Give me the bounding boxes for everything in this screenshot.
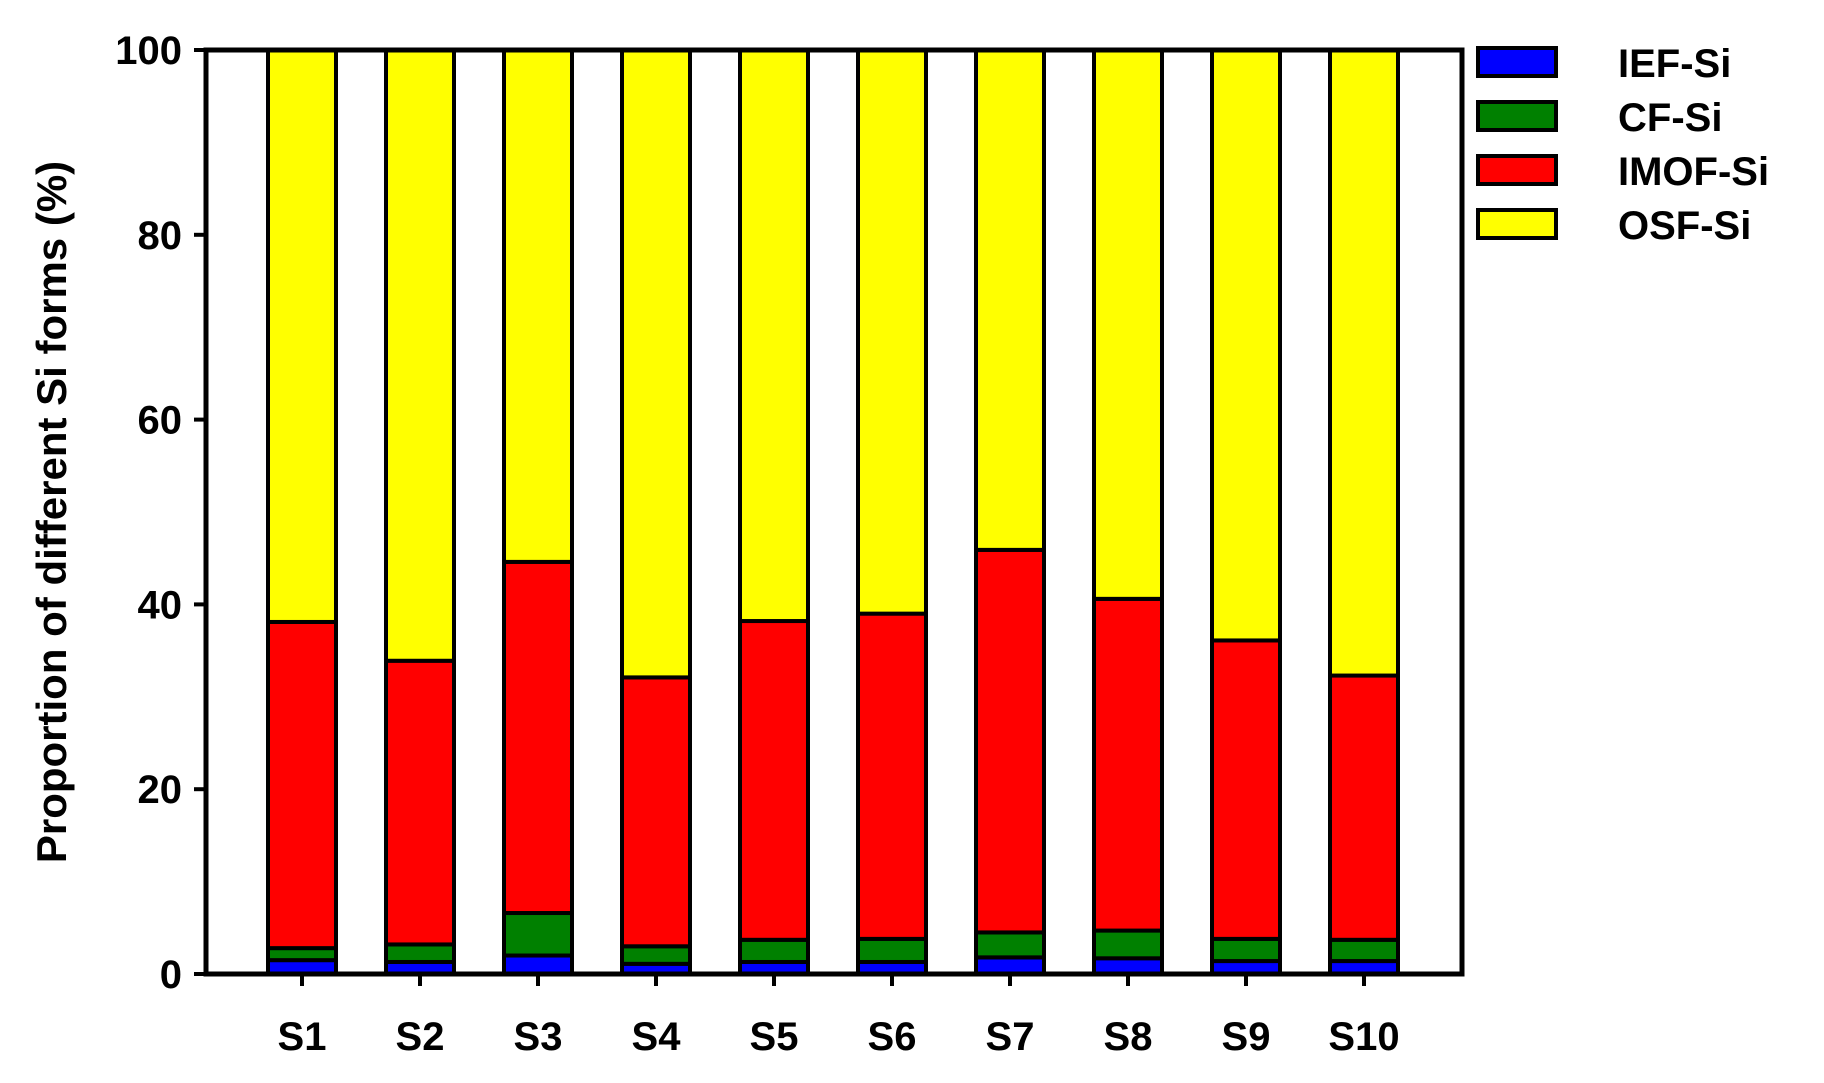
bar-segment-osf-si-s2 <box>384 48 456 663</box>
bar-segment-cf-si-s8 <box>1092 928 1164 961</box>
bar-segment-ief-si-s3 <box>502 953 574 977</box>
bar-segment-cf-si-s6 <box>856 936 928 964</box>
bar-segment-osf-si-s7 <box>974 48 1046 552</box>
legend-swatch-osf-si <box>1476 208 1558 240</box>
y-tick-label: 80 <box>138 214 183 258</box>
bar-segment-osf-si-s5 <box>738 48 810 624</box>
legend-swatch-imof-si <box>1476 154 1558 186</box>
bar-segment-imof-si-s8 <box>1092 596 1164 933</box>
y-tick-label: 0 <box>160 953 182 997</box>
plot-frame <box>203 47 1465 977</box>
y-axis: 0 20 40 60 80 100 <box>115 29 206 997</box>
legend-label-cf-si: CF-Si <box>1618 96 1722 140</box>
bar-segment-osf-si-s1 <box>266 48 338 624</box>
bar-segment-cf-si-s3 <box>502 911 574 958</box>
x-tick-label: S4 <box>632 1015 682 1059</box>
x-tick-label: S2 <box>396 1015 445 1059</box>
bar-segment-cf-si-s5 <box>738 937 810 964</box>
y-axis-title: Proportion of different Si forms (%) <box>28 161 75 863</box>
legend-swatch-ief-si <box>1476 46 1558 78</box>
bar-segment-imof-si-s7 <box>974 547 1046 935</box>
bar-segment-imof-si-s6 <box>856 611 928 941</box>
bar-segment-osf-si-s9 <box>1210 48 1282 643</box>
bar-segment-cf-si-s4 <box>620 944 692 966</box>
bar-segment-cf-si-s7 <box>974 930 1046 960</box>
x-tick-label: S1 <box>278 1015 327 1059</box>
x-tick-label: S6 <box>868 1015 917 1059</box>
x-tick-label: S9 <box>1222 1015 1271 1059</box>
bar-segment-imof-si-s3 <box>502 559 574 916</box>
legend: IEF-Si CF-Si IMOF-Si OSF-Si <box>1476 42 1769 248</box>
bar-segment-imof-si-s10 <box>1328 673 1400 942</box>
bar-segment-osf-si-s4 <box>620 48 692 680</box>
y-tick-label: 40 <box>138 583 183 627</box>
x-axis: S1 S2 S3 S4 S5 S6 S7 S8 S9 S10 <box>278 974 1400 1059</box>
y-tick-label: 100 <box>115 29 182 73</box>
x-tick-label: S7 <box>986 1015 1035 1059</box>
bar-segment-imof-si-s2 <box>384 658 456 947</box>
bar-segment-imof-si-s9 <box>1210 638 1282 941</box>
bars-group <box>266 48 1400 977</box>
bar-segment-osf-si-s10 <box>1328 48 1400 678</box>
x-tick-label: S8 <box>1104 1015 1153 1059</box>
legend-label-imof-si: IMOF-Si <box>1618 150 1769 194</box>
bar-segment-imof-si-s5 <box>738 619 810 942</box>
legend-label-osf-si: OSF-Si <box>1618 204 1751 248</box>
bar-segment-osf-si-s3 <box>502 48 574 564</box>
x-tick-label: S10 <box>1328 1015 1399 1059</box>
bar-segment-osf-si-s6 <box>856 48 928 616</box>
bar-segment-cf-si-s9 <box>1210 936 1282 964</box>
x-tick-label: S5 <box>750 1015 799 1059</box>
y-tick-label: 60 <box>138 399 183 443</box>
bar-segment-cf-si-s2 <box>384 942 456 964</box>
y-tick-label: 20 <box>138 768 183 812</box>
bar-segment-cf-si-s10 <box>1328 937 1400 964</box>
x-tick-label: S3 <box>514 1015 563 1059</box>
legend-swatch-cf-si <box>1476 100 1558 132</box>
bar-segment-osf-si-s8 <box>1092 48 1164 601</box>
bar-segment-imof-si-s1 <box>266 619 338 951</box>
bar-segment-imof-si-s4 <box>620 675 692 949</box>
legend-label-ief-si: IEF-Si <box>1618 42 1731 86</box>
